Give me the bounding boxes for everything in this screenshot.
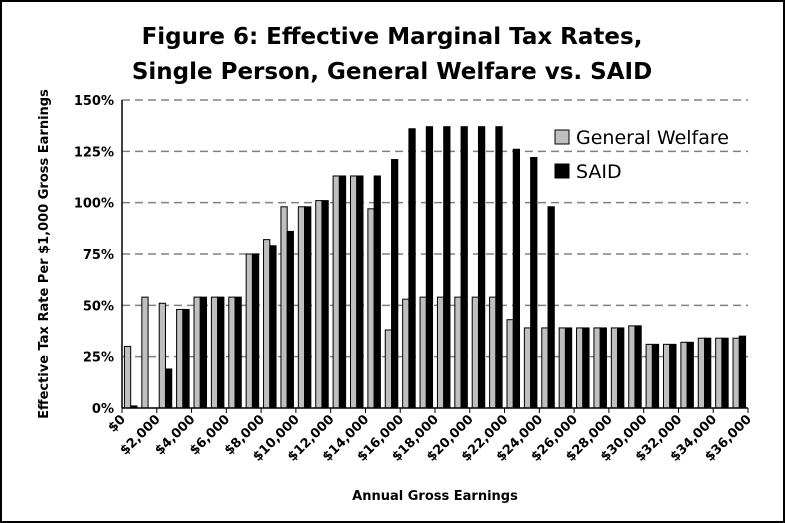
legend: SAID — [576, 161, 622, 183]
bar — [582, 327, 590, 409]
bar — [402, 298, 410, 409]
bar — [419, 296, 427, 409]
bar — [651, 343, 660, 409]
bar — [610, 327, 619, 409]
bar — [304, 206, 312, 409]
bar — [176, 308, 184, 409]
y-tick-label: 100% — [74, 197, 114, 212]
bar — [408, 128, 416, 409]
bar — [321, 200, 329, 409]
legend-swatch — [554, 129, 570, 145]
bar — [332, 175, 340, 409]
bar — [269, 245, 277, 409]
bar — [593, 327, 601, 409]
bar — [512, 148, 521, 409]
bar — [680, 341, 688, 409]
bar — [315, 200, 323, 409]
bar — [541, 327, 549, 409]
bar — [495, 126, 503, 409]
bar — [217, 296, 225, 409]
bar — [182, 308, 190, 409]
bar — [697, 337, 706, 409]
bar — [367, 208, 375, 409]
bar — [715, 337, 723, 409]
bar — [523, 327, 532, 409]
bar — [686, 341, 694, 409]
bar — [506, 319, 514, 409]
bar — [164, 368, 173, 409]
bar — [443, 126, 451, 409]
x-axis-label: Annual Gross Earnings — [352, 489, 518, 504]
bar — [477, 126, 486, 409]
bar — [436, 296, 445, 409]
bar — [662, 343, 671, 409]
bar — [245, 253, 253, 409]
chart-title: Single Person, General Welfare vs. SAID — [132, 59, 652, 85]
bar — [384, 329, 393, 409]
chart-title: Figure 6: Effective Marginal Tax Rates, — [142, 24, 643, 50]
bar — [721, 337, 729, 409]
y-tick-label: 125% — [74, 145, 114, 160]
bar — [251, 253, 260, 409]
bar — [732, 337, 740, 409]
bar — [228, 296, 236, 409]
bar — [564, 327, 573, 409]
legend-swatch — [554, 163, 570, 179]
bar — [349, 175, 358, 409]
bar — [645, 343, 653, 409]
bar — [634, 325, 642, 409]
y-tick-label: 25% — [83, 351, 114, 366]
y-tick-label: 75% — [83, 248, 114, 263]
bar — [391, 159, 399, 409]
bar — [489, 296, 497, 409]
bar — [234, 296, 242, 409]
bar — [599, 327, 607, 409]
bar — [193, 296, 201, 409]
bar — [704, 337, 712, 409]
bar — [576, 327, 584, 409]
bar — [558, 327, 566, 409]
bar — [373, 175, 381, 409]
bar — [460, 126, 468, 409]
bar — [617, 327, 625, 409]
bar — [669, 343, 677, 409]
y-tick-label: 50% — [83, 299, 114, 314]
bar — [530, 156, 538, 409]
bar — [123, 345, 132, 409]
bar — [199, 296, 208, 409]
y-tick-label: 150% — [74, 94, 114, 109]
bar — [263, 239, 271, 409]
bar — [338, 175, 347, 409]
bar — [210, 296, 219, 409]
bar — [628, 325, 636, 409]
bar — [547, 206, 555, 409]
bar — [141, 296, 149, 409]
bar — [454, 296, 462, 409]
bar — [356, 175, 364, 409]
bar — [158, 302, 166, 409]
y-axis-label: Effective Tax Rate Per $1,000 Gross Earn… — [37, 89, 52, 419]
bar — [425, 126, 434, 409]
bar — [471, 296, 479, 409]
bar — [286, 230, 294, 409]
bar — [280, 206, 288, 409]
bar — [738, 335, 747, 409]
y-tick-label: 0% — [92, 402, 114, 417]
legend: General Welfare — [576, 127, 729, 149]
bar — [297, 206, 306, 409]
